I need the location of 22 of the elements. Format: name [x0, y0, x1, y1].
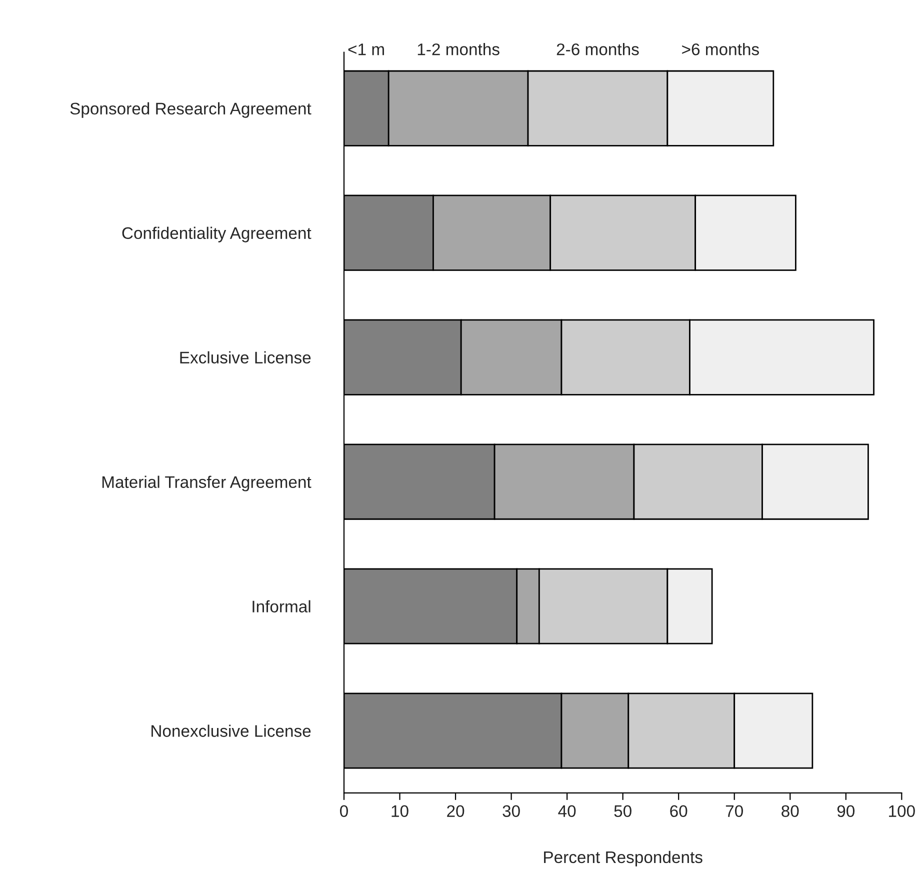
- x-tick-label: 70: [726, 805, 743, 818]
- y-tick-label: Nonexclusive License: [152, 724, 311, 737]
- x-tick-label: 60: [670, 805, 688, 818]
- y-tick-label: Confidentiality Agreement: [122, 226, 312, 242]
- x-axis-title: Percent Respondents: [544, 850, 702, 866]
- series-label: >6 months: [682, 43, 759, 56]
- series-label: <1 m: [348, 44, 384, 56]
- series-label: 1-2 months: [418, 43, 500, 56]
- y-tick-label: Material Transfer Agreement: [102, 476, 312, 492]
- x-tick-label: 50: [614, 805, 632, 818]
- x-tick-label: 80: [782, 805, 799, 818]
- x-tick-label: 20: [447, 805, 464, 818]
- x-tick-label: 40: [558, 805, 576, 818]
- series-label: 2-6 months: [556, 43, 639, 56]
- y-tick-label: Exclusive License: [180, 351, 311, 364]
- x-tick-label: 100: [889, 805, 915, 818]
- x-tick-label: 30: [502, 805, 520, 818]
- x-tick-label: 0: [340, 805, 348, 818]
- x-tick-label: 90: [837, 805, 855, 818]
- y-tick-label: Sponsored Research Agreement: [70, 102, 312, 118]
- x-tick-label: 10: [392, 805, 408, 818]
- y-tick-label: Informal: [252, 600, 310, 612]
